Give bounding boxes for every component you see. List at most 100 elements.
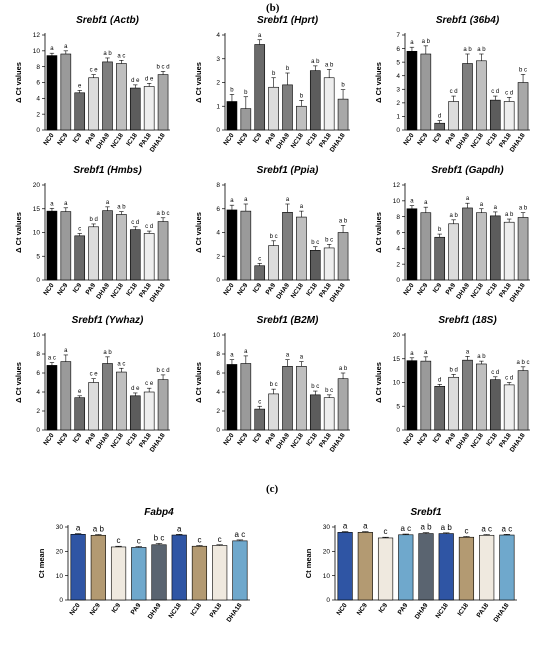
x-tick-label: DHA9 — [95, 282, 111, 301]
significance-label: b c — [154, 533, 165, 542]
bar-NC9 — [420, 212, 432, 281]
bar-NC0 — [406, 360, 418, 431]
panel-label-c: (c) — [266, 483, 279, 495]
significance-label: c — [218, 535, 222, 544]
bar-IC18 — [309, 70, 321, 131]
chart-8: Srebf1 (B2M) Δ Ct values 0 2 4 6 8 10 a NC0 a NC9 c I… — [194, 315, 350, 454]
x-tick-label: DHA9 — [275, 432, 291, 451]
y-tick-label: 6 — [396, 230, 400, 237]
y-tick-label: 20 — [56, 549, 64, 556]
chart-title-ref: (Gapdh) — [463, 165, 505, 176]
y-axis-label: Δ Ct values — [14, 212, 23, 253]
x-tick-label: DHA18 — [149, 282, 167, 304]
bar-PA18 — [323, 77, 335, 131]
x-tick-label: DHA9 — [275, 282, 291, 301]
x-tick-label: NC9 — [416, 282, 429, 297]
y-tick-label: 2 — [396, 261, 400, 268]
chart-title-gene: Srebf1 — [257, 315, 289, 326]
x-tick-label: NC18 — [470, 132, 485, 150]
x-tick-label: NC18 — [290, 132, 305, 150]
bar-DHA18 — [157, 221, 169, 281]
significance-label: b d — [89, 217, 97, 223]
y-tick-label: 20 — [393, 332, 401, 339]
bar-NC18 — [116, 214, 127, 281]
x-tick-label: DHA18 — [149, 432, 167, 454]
significance-label: a b — [311, 59, 320, 65]
y-tick-label: 0 — [36, 427, 40, 434]
x-tick-label: PA9 — [445, 432, 458, 446]
bar-NC9 — [420, 360, 432, 431]
x-tick-label: NC9 — [356, 602, 369, 617]
chart-title: Srebf1 (Gapdh) — [431, 165, 504, 176]
chart-title: Srebf1 (Ppia) — [257, 165, 319, 176]
chart-title: Srebf1 (B2M) — [257, 315, 319, 326]
bar-DHA9 — [102, 61, 113, 131]
significance-label: a — [106, 200, 110, 206]
y-tick-label: 10 — [33, 230, 41, 237]
significance-label: a — [286, 353, 290, 359]
significance-label: b — [272, 71, 276, 77]
significance-label: b c — [270, 382, 278, 388]
y-tick-label: 10 — [393, 380, 401, 387]
y-tick-label: 10 — [33, 48, 41, 55]
bar-PA9 — [268, 393, 279, 431]
significance-label: c — [197, 535, 201, 544]
x-tick-label: NC0 — [222, 432, 235, 447]
significance-label: a b — [420, 523, 432, 532]
significance-label: b — [286, 66, 290, 72]
significance-label: e — [78, 389, 82, 395]
significance-label: a b — [325, 62, 334, 68]
significance-label: a — [177, 524, 182, 533]
x-tick-label: PA9 — [130, 602, 143, 616]
significance-label: a b — [477, 354, 486, 360]
bar-DHA18 — [517, 217, 529, 281]
x-tick-label: NC0 — [402, 282, 415, 297]
bar-NC9 — [60, 361, 72, 431]
x-tick-label: IC9 — [72, 132, 84, 145]
bar-NC9 — [60, 53, 72, 131]
y-tick-label: 2 — [216, 80, 220, 87]
bar-PA9 — [448, 223, 459, 281]
chart-title-ref: (36b4) — [467, 15, 500, 26]
significance-label: a c — [117, 53, 125, 59]
significance-label: a c — [48, 356, 56, 362]
x-tick-label: DHA9 — [275, 132, 291, 151]
bar-DHA9 — [462, 207, 473, 281]
y-tick-label: 1 — [396, 114, 400, 121]
y-tick-label: 3 — [216, 56, 220, 63]
bar-DHA9 — [418, 533, 434, 601]
significance-label: a — [286, 197, 290, 203]
bar-NC9 — [60, 211, 72, 281]
significance-label: c — [464, 526, 468, 535]
y-tick-label: 0 — [396, 427, 400, 434]
significance-label: a — [230, 198, 234, 204]
chart-title-ref: (Actb) — [107, 15, 139, 26]
x-tick-label: IC9 — [72, 282, 84, 295]
significance-label: d e — [131, 386, 140, 392]
y-tick-label: 4 — [216, 32, 220, 39]
x-tick-label: DHA18 — [493, 602, 511, 624]
x-tick-label: NC18 — [290, 282, 305, 300]
bar-NC9 — [90, 534, 106, 601]
significance-label: c e — [145, 381, 154, 387]
bar-IC9 — [434, 236, 446, 281]
bar-NC9 — [240, 210, 252, 281]
y-tick-label: 30 — [323, 524, 331, 531]
x-tick-label: DHA9 — [95, 132, 111, 151]
y-axis-label: Δ Ct values — [194, 362, 203, 403]
bar-NC18 — [116, 371, 127, 431]
bar-IC18 — [129, 229, 141, 281]
x-tick-label: DHA9 — [455, 282, 471, 301]
significance-label: a b — [505, 212, 514, 218]
x-tick-label: IC9 — [432, 132, 444, 145]
significance-label: c e — [90, 68, 99, 74]
significance-label: b c — [325, 388, 333, 394]
y-tick-label: 10 — [393, 198, 401, 205]
y-tick-label: 8 — [396, 214, 400, 221]
significance-label: a — [244, 349, 248, 355]
significance-label: a — [300, 355, 304, 361]
bar-NC0 — [46, 365, 58, 431]
significance-label: d — [438, 377, 441, 383]
chart-title-gene: Srebf1 — [76, 15, 108, 26]
